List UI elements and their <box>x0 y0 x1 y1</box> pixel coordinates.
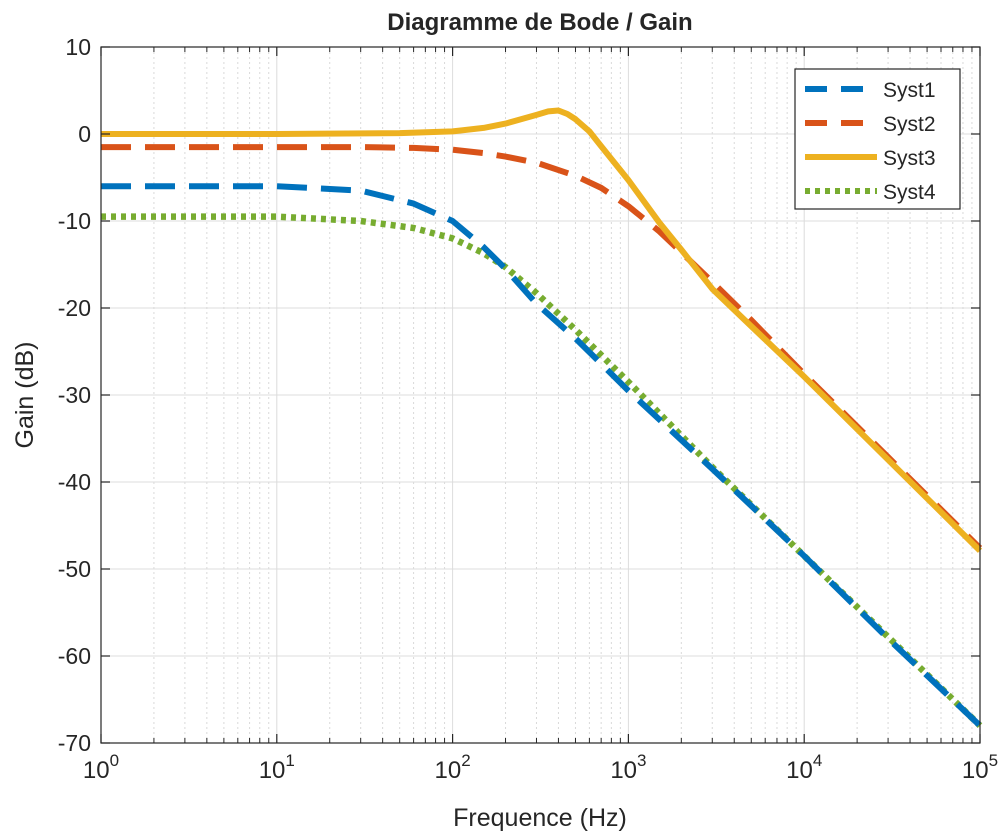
x-tick-label: 101 <box>259 751 295 784</box>
x-tick-labels: 100 101 102 103 104 105 <box>83 751 998 784</box>
legend: Syst1 Syst2 Syst3 Syst4 <box>794 68 961 210</box>
y-tick-label: -40 <box>58 469 91 495</box>
legend-label-syst1: Syst1 <box>883 79 936 102</box>
y-tick-label: -50 <box>58 556 91 582</box>
y-tick-label: -10 <box>58 208 91 234</box>
legend-label-syst4: Syst4 <box>883 181 936 204</box>
y-tick-label: 0 <box>78 121 91 147</box>
y-axis-label: Gain (dB) <box>11 342 39 449</box>
axis-ticks <box>100 46 981 744</box>
x-tick-label: 104 <box>786 751 822 784</box>
major-grid <box>101 47 980 743</box>
series-line-syst4 <box>101 213 983 728</box>
chart-title: Diagramme de Bode / Gain <box>387 9 692 36</box>
y-tick-label: -30 <box>58 382 91 408</box>
series-layer <box>101 107 983 728</box>
series-line-syst3 <box>101 107 983 553</box>
y-tick-label: 10 <box>65 34 91 60</box>
legend-label-syst3: Syst3 <box>883 147 936 170</box>
legend-label-syst2: Syst2 <box>883 113 936 136</box>
y-tick-label: -70 <box>58 730 91 756</box>
y-tick-labels: 10 0 -10 -20 -30 -40 -50 -60 -70 <box>58 34 91 756</box>
series-line-syst2 <box>101 144 983 551</box>
x-tick-label: 105 <box>962 751 998 784</box>
y-tick-label: -20 <box>58 295 91 321</box>
x-tick-label: 102 <box>435 751 471 784</box>
x-tick-label: 100 <box>83 751 119 784</box>
legend-box <box>794 68 961 210</box>
x-axis-label: Frequence (Hz) <box>453 804 627 832</box>
y-tick-label: -60 <box>58 643 91 669</box>
x-tick-label: 103 <box>610 751 646 784</box>
series-line-syst1 <box>101 183 983 728</box>
